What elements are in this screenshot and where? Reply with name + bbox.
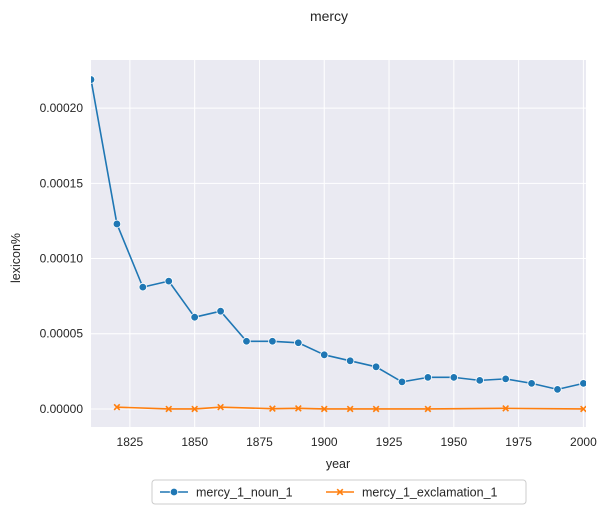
y-axis-label: lexicon% (9, 233, 23, 283)
data-point (371, 362, 381, 372)
data-point (165, 405, 173, 413)
data-point (553, 385, 562, 394)
data-point (397, 377, 407, 387)
x-tick-label: 1850 (181, 435, 208, 449)
legend-marker (169, 487, 179, 497)
legend-label: mercy_1_exclamation_1 (362, 486, 498, 500)
series-mercy_1_noun_1 (91, 75, 586, 394)
data-point (423, 373, 433, 382)
series-mercy_1_exclamation_1 (113, 403, 586, 413)
data-point (449, 373, 459, 382)
data-point (91, 75, 96, 84)
data-point (502, 404, 510, 412)
x-axis-ticks: 1825 1850 1875 1900 1925 1950 1975 2000 (117, 435, 598, 449)
x-tick-label: 1975 (505, 435, 532, 449)
data-point (216, 306, 225, 316)
data-point (320, 350, 329, 360)
data-point (320, 405, 328, 413)
plot-area (91, 60, 586, 427)
x-tick-label: 1825 (117, 435, 144, 449)
data-point (579, 379, 586, 388)
y-tick-label: 0.00015 (40, 176, 84, 190)
data-point (242, 337, 251, 346)
data-point (424, 405, 432, 413)
data-point (191, 405, 199, 413)
legend-entry: mercy_1_noun_1 (160, 486, 293, 500)
series-line (91, 79, 584, 391)
x-axis-label: year (326, 457, 350, 471)
y-tick-label: 0.00005 (40, 327, 84, 341)
x-tick-label: 1925 (376, 435, 403, 449)
series-layer (91, 75, 586, 413)
x-tick-label: 1950 (440, 435, 467, 449)
data-point (527, 379, 536, 388)
data-point (475, 376, 484, 385)
x-tick-label: 1900 (311, 435, 338, 449)
y-tick-label: 0.00010 (40, 252, 84, 266)
data-point (580, 405, 586, 413)
data-point (190, 313, 199, 322)
chart-title: mercy (310, 8, 348, 24)
data-point (113, 403, 121, 411)
legend-marker (336, 488, 344, 496)
y-tick-label: 0.00000 (40, 402, 84, 416)
y-axis-ticks: 0.00000 0.00005 0.00010 0.00015 0.00020 (40, 101, 84, 416)
data-point (294, 404, 302, 412)
data-point (294, 338, 303, 347)
grid (91, 60, 586, 427)
data-point (112, 219, 122, 229)
y-tick-label: 0.00020 (40, 101, 84, 115)
data-point (345, 356, 355, 366)
series-line (116, 406, 584, 410)
data-point (217, 403, 224, 411)
data-point (372, 405, 380, 413)
x-tick-label: 1875 (246, 435, 273, 449)
data-point (164, 276, 173, 286)
data-point (501, 374, 510, 384)
legend-label: mercy_1_noun_1 (196, 486, 293, 500)
data-point (269, 405, 276, 413)
data-point (268, 337, 277, 346)
data-point (138, 282, 148, 292)
legend: mercy_1_noun_1 mercy_1_exclamation_1 (151, 479, 527, 505)
x-tick-label: 2000 (570, 435, 597, 449)
legend-entry: mercy_1_exclamation_1 (326, 486, 498, 500)
data-point (346, 405, 354, 413)
